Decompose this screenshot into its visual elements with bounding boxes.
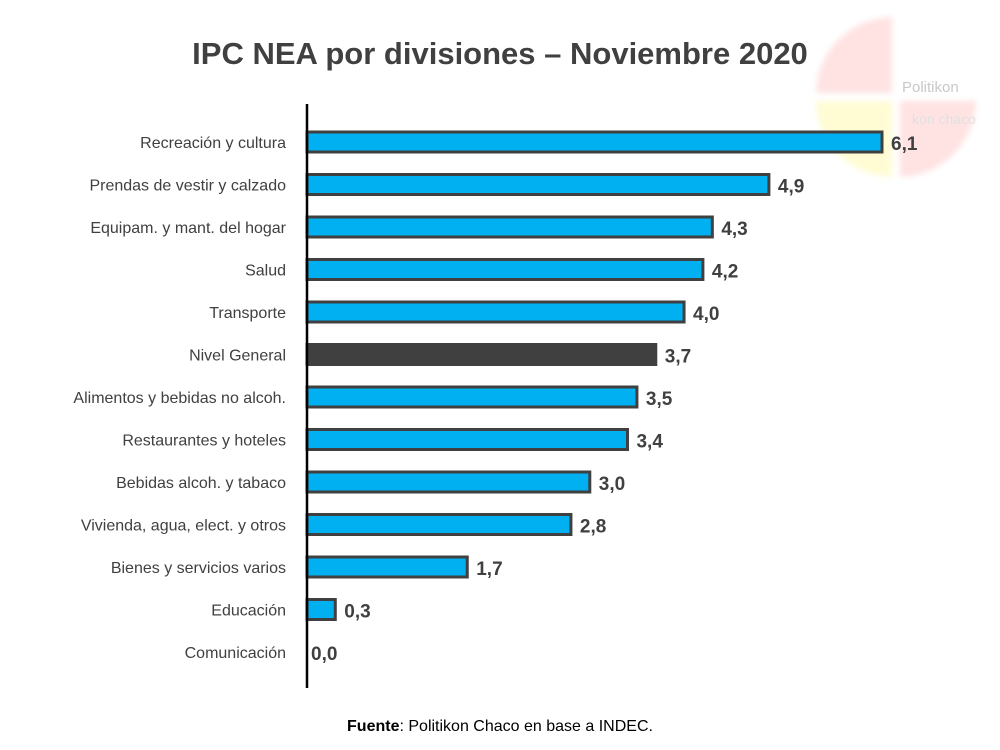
bar bbox=[305, 470, 592, 494]
watermark-text-1: Politikon bbox=[902, 79, 959, 96]
value-label: 3,0 bbox=[599, 474, 625, 495]
source-label: Fuente bbox=[347, 718, 400, 735]
value-label: 0,3 bbox=[344, 602, 370, 623]
source-text: : Politikon Chaco en base a INDEC. bbox=[399, 718, 653, 735]
value-label: 2,8 bbox=[580, 517, 606, 538]
bar bbox=[305, 555, 469, 579]
category-label: Salud bbox=[245, 263, 286, 280]
category-label: Prendas de vestir y calzado bbox=[89, 178, 286, 195]
value-label: 4,3 bbox=[721, 219, 747, 240]
category-label: Educación bbox=[211, 603, 286, 620]
source-note: Fuente: Politikon Chaco en base a INDEC. bbox=[0, 718, 1000, 736]
value-label: 4,2 bbox=[712, 262, 738, 283]
bar bbox=[305, 258, 705, 281]
bar bbox=[305, 173, 771, 196]
bar bbox=[305, 215, 714, 239]
bar bbox=[305, 428, 629, 451]
category-label: Equipam. y mant. del hogar bbox=[90, 220, 286, 237]
value-label: 4,0 bbox=[693, 304, 719, 325]
bar bbox=[305, 130, 884, 154]
category-label: Bienes y servicios varios bbox=[111, 560, 286, 577]
category-label: Recreación y cultura bbox=[140, 135, 286, 152]
bar bbox=[305, 385, 639, 409]
value-label: 3,5 bbox=[646, 389, 673, 410]
value-label: 3,4 bbox=[636, 432, 663, 453]
category-label: Nivel General bbox=[189, 348, 286, 365]
category-label: Transporte bbox=[209, 305, 286, 322]
bar-highlight bbox=[305, 343, 658, 366]
bar bbox=[305, 598, 337, 621]
value-label: 3,7 bbox=[665, 347, 691, 368]
category-label: Restaurantes y hoteles bbox=[122, 433, 286, 450]
value-label: 6,1 bbox=[891, 134, 918, 155]
category-label: Bebidas alcoh. y tabaco bbox=[116, 475, 286, 492]
category-label: Comunicación bbox=[185, 645, 286, 662]
category-label: Alimentos y bebidas no alcoh. bbox=[73, 390, 286, 407]
chart-title: IPC NEA por divisiones – Noviembre 2020 bbox=[192, 36, 808, 71]
value-label: 0,0 bbox=[311, 644, 337, 665]
category-label: Vivienda, agua, elect. y otros bbox=[81, 518, 286, 535]
value-label: 4,9 bbox=[778, 177, 804, 198]
watermark-text-2: kon chaco bbox=[912, 111, 976, 127]
value-label: 1,7 bbox=[476, 559, 502, 580]
bar bbox=[305, 300, 686, 324]
bar bbox=[305, 513, 573, 536]
